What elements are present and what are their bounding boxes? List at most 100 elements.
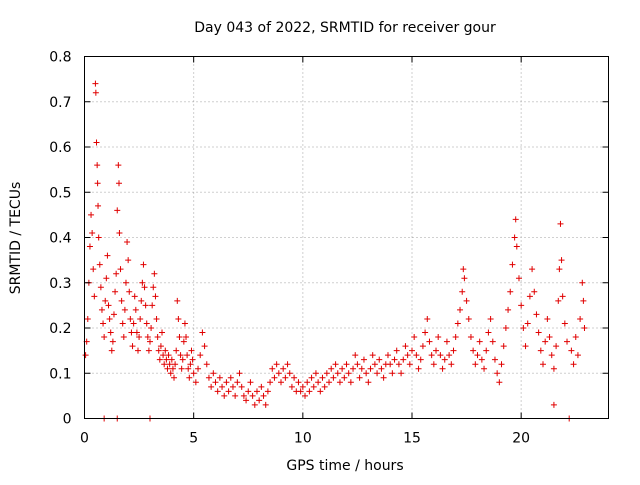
data-point: [459, 288, 466, 295]
data-point: [411, 334, 418, 341]
data-point: [336, 379, 343, 386]
data-point: [553, 343, 560, 350]
data-point: [110, 311, 117, 318]
data-point: [269, 365, 276, 372]
data-point: [278, 379, 284, 386]
data-point: [446, 352, 453, 359]
data-point: [556, 266, 563, 273]
data-point: [402, 343, 409, 350]
data-point: [367, 365, 374, 372]
data-point: [183, 334, 190, 341]
data-point: [481, 365, 488, 372]
data-point: [310, 383, 317, 390]
data-point: [190, 370, 197, 377]
data-point: [178, 365, 185, 372]
data-point: [180, 338, 187, 345]
data-point: [105, 302, 112, 309]
data-point: [264, 388, 271, 395]
data-point: [544, 315, 551, 322]
data-point: [97, 284, 104, 291]
data-point: [275, 370, 282, 377]
data-point: [555, 297, 562, 304]
data-point: [535, 329, 542, 336]
data-point: [352, 352, 359, 359]
data-point: [171, 374, 178, 381]
data-point: [515, 275, 522, 282]
data-point: [561, 320, 568, 327]
data-point: [173, 347, 180, 354]
data-point: [258, 383, 265, 390]
data-point: [520, 325, 527, 331]
data-point: [347, 379, 354, 386]
data-point: [232, 392, 239, 399]
data-point: [133, 329, 140, 336]
data-point: [197, 352, 204, 359]
data-point: [160, 352, 167, 359]
data-point: [176, 334, 183, 341]
data-point: [306, 388, 313, 395]
data-point: [114, 207, 121, 214]
data-point: [550, 365, 557, 372]
data-point: [84, 315, 91, 322]
data-point: [354, 361, 361, 368]
data-point: [360, 356, 367, 363]
x-axis-label: GPS time / hours: [286, 458, 403, 474]
data-point: [524, 320, 531, 327]
data-point: [461, 275, 468, 282]
data-point: [558, 257, 565, 264]
data-point: [223, 379, 230, 386]
data-point: [118, 297, 125, 304]
data-point: [443, 338, 450, 345]
data-point: [129, 343, 136, 350]
data-point: [109, 338, 116, 345]
data-point: [148, 325, 155, 331]
data-point: [188, 347, 195, 354]
data-point: [470, 347, 477, 354]
data-point: [546, 334, 553, 341]
data-point: [216, 374, 223, 381]
data-point: [529, 266, 536, 273]
data-point: [430, 361, 437, 368]
data-point: [116, 229, 123, 236]
data-point: [134, 347, 141, 354]
data-point: [88, 211, 95, 218]
data-point: [330, 374, 337, 381]
data-point: [115, 162, 122, 169]
data-point: [540, 361, 546, 368]
data-point: [389, 370, 396, 377]
data-point: [113, 270, 120, 277]
data-point: [441, 356, 448, 363]
data-point: [141, 284, 148, 291]
data-point: [280, 365, 287, 372]
data-point: [376, 356, 383, 363]
data-point: [121, 306, 128, 313]
data-point: [512, 216, 519, 223]
data-point: [374, 370, 381, 377]
data-point: [210, 370, 217, 377]
data-point: [203, 361, 210, 368]
y-tick-label: 0.6: [49, 140, 71, 156]
data-point: [240, 392, 247, 399]
data-point: [166, 361, 173, 368]
data-point: [94, 180, 101, 187]
data-point: [568, 347, 575, 354]
data-point: [96, 261, 103, 268]
y-tick-label: 0.2: [49, 321, 71, 337]
data-point: [92, 80, 99, 87]
data-point: [144, 334, 151, 341]
data-point: [157, 343, 164, 350]
x-tick-label: 20: [512, 431, 530, 447]
data-point: [130, 320, 137, 327]
data-point: [369, 352, 376, 359]
data-point: [500, 343, 507, 350]
y-tick-label: 0.7: [49, 95, 71, 111]
data-point: [205, 374, 212, 381]
data-point: [483, 347, 490, 354]
data-point: [513, 243, 520, 250]
data-point: [424, 315, 431, 322]
data-point: [478, 356, 485, 363]
data-point: [319, 374, 326, 381]
data-point: [286, 370, 293, 377]
data-point: [450, 347, 457, 354]
